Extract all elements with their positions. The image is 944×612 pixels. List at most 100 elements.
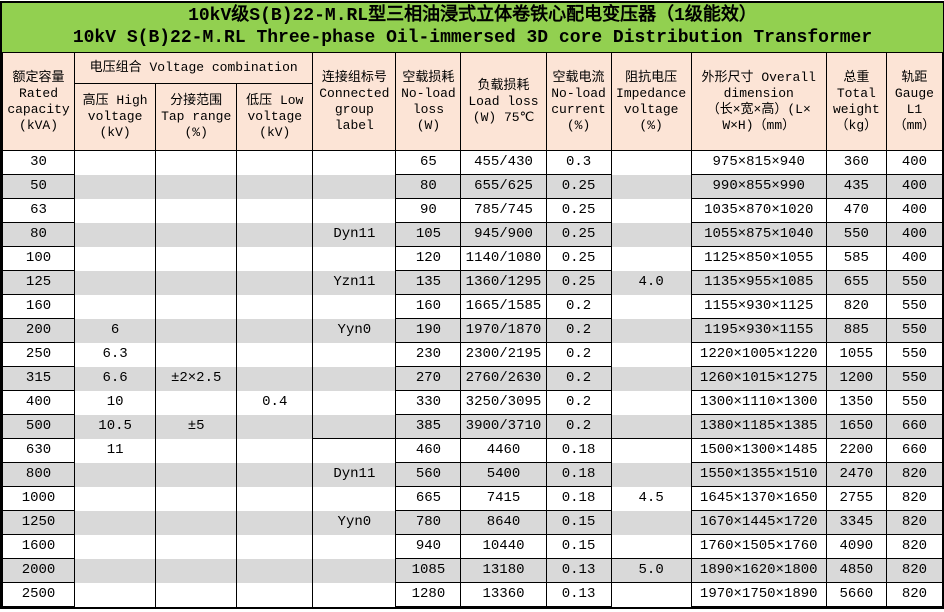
group-label-cell: [312, 582, 397, 607]
high-voltage-cell: [74, 198, 157, 223]
group-label-cell: [312, 534, 397, 559]
high-voltage-cell: 6.3: [74, 342, 157, 367]
tap-range-cell: [155, 534, 238, 559]
gauge-cell: 820: [885, 534, 944, 559]
gauge-cell: 400: [885, 150, 944, 175]
header-group-label: 连接组标号 Connected group label: [312, 52, 397, 151]
dimension-cell: 990×855×990: [690, 174, 827, 199]
tap-range-cell: [155, 390, 238, 415]
high-voltage-cell: [74, 582, 157, 607]
header-rated-capacity: 额定容量 Rated capacity (kVA): [1, 52, 76, 151]
tap-range-cell: [155, 510, 238, 535]
low-voltage-cell: [236, 510, 314, 535]
load-loss-cell: 3250/3095: [460, 390, 547, 415]
high-voltage-cell: [74, 222, 157, 247]
tap-range-cell: [155, 294, 238, 319]
dimension-cell: 1500×1300×1485: [690, 438, 827, 463]
total-weight-cell: 470: [825, 198, 887, 223]
total-weight-cell: 1055: [825, 342, 887, 367]
low-voltage-cell: [236, 198, 314, 223]
group-label-cell: Yzn11: [312, 270, 397, 295]
no-load-current-cell: 0.25: [545, 174, 612, 199]
gauge-cell: 820: [885, 582, 944, 607]
dimension-cell: 975×815×940: [690, 150, 827, 175]
no-load-loss-cell: 1085: [395, 558, 462, 583]
load-loss-cell: 7415: [460, 486, 547, 511]
table-row: 50 80 655/625 0.25 990×855×990 435 400: [1, 174, 944, 199]
no-load-loss-cell: 65: [395, 150, 462, 175]
capacity-cell: 800: [1, 462, 76, 487]
header-gauge: 轨距 Gauge L1 （mm）: [885, 52, 944, 151]
no-load-loss-cell: 780: [395, 510, 462, 535]
no-load-current-cell: 0.25: [545, 246, 612, 271]
load-loss-cell: 1360/1295: [460, 270, 547, 295]
tap-range-cell: [155, 558, 238, 583]
load-loss-cell: 655/625: [460, 174, 547, 199]
low-voltage-cell: [236, 318, 314, 343]
gauge-cell: 660: [885, 414, 944, 439]
header-no-load-loss: 空载损耗 No-load loss (W): [395, 52, 462, 151]
no-load-loss-cell: 560: [395, 462, 462, 487]
dimension-cell: 1035×870×1020: [690, 198, 827, 223]
dimension-cell: 1195×930×1155: [690, 318, 827, 343]
impedance-voltage-cell: [610, 438, 692, 463]
no-load-current-cell: 0.15: [545, 510, 612, 535]
tap-range-cell: [155, 582, 238, 607]
load-loss-cell: 10440: [460, 534, 547, 559]
impedance-voltage-cell: [610, 582, 692, 607]
no-load-loss-cell: 120: [395, 246, 462, 271]
high-voltage-cell: [74, 510, 157, 535]
table-row: 100 120 1140/1080 0.25 1125×850×1055 585 400: [1, 246, 944, 271]
low-voltage-cell: [236, 174, 314, 199]
group-label-cell: [312, 246, 397, 271]
total-weight-cell: 4090: [825, 534, 887, 559]
gauge-cell: 400: [885, 222, 944, 247]
table-row: 80 Dyn11 105 945/900 0.25 1055×875×1040 550 400: [1, 222, 944, 247]
table-row: 500 10.5 ±5 385 3900/3710 0.2 1380×1185×1385 16…: [1, 414, 944, 439]
group-label-cell: Yyn0: [312, 318, 397, 343]
capacity-cell: 630: [1, 438, 76, 463]
table-row: 63 90 785/745 0.25 1035×870×1020 470 400: [1, 198, 944, 223]
tap-range-cell: [155, 462, 238, 487]
table-row: 1250 Yyn0 780 8640 0.15 1670×1445×1720 3345 820: [1, 510, 944, 535]
no-load-loss-cell: 80: [395, 174, 462, 199]
no-load-loss-cell: 460: [395, 438, 462, 463]
impedance-voltage-cell: [610, 510, 692, 535]
group-label-cell: [312, 414, 397, 439]
capacity-cell: 1600: [1, 534, 76, 559]
impedance-voltage-cell: [610, 414, 692, 439]
title-english: 10kV S(B)22-M.RL Three-phase Oil-immerse…: [72, 28, 873, 48]
no-load-current-cell: 0.2: [545, 366, 612, 391]
total-weight-cell: 655: [825, 270, 887, 295]
group-label-cell: Yyn0: [312, 510, 397, 535]
load-loss-cell: 785/745: [460, 198, 547, 223]
total-weight-cell: 4850: [825, 558, 887, 583]
gauge-cell: 550: [885, 390, 944, 415]
group-label-cell: [312, 294, 397, 319]
no-load-loss-cell: 190: [395, 318, 462, 343]
total-weight-cell: 1650: [825, 414, 887, 439]
high-voltage-cell: [74, 246, 157, 271]
impedance-voltage-cell: [610, 174, 692, 199]
table-row: 1000 665 7415 0.18 4.5 1645×1370×1650 2755 820: [1, 486, 944, 511]
load-loss-cell: 945/900: [460, 222, 547, 247]
spec-table: 额定容量 Rated capacity (kVA) 电压组合 Voltage c…: [1, 52, 944, 607]
no-load-current-cell: 0.18: [545, 462, 612, 487]
no-load-loss-cell: 1280: [395, 582, 462, 607]
load-loss-cell: 13180: [460, 558, 547, 583]
dimension-cell: 1155×930×1125: [690, 294, 827, 319]
low-voltage-cell: [236, 534, 314, 559]
dimension-cell: 1300×1110×1300: [690, 390, 827, 415]
low-voltage-cell: [236, 582, 314, 607]
low-voltage-cell: [236, 462, 314, 487]
tap-range-cell: ±5: [155, 414, 238, 439]
no-load-loss-cell: 90: [395, 198, 462, 223]
capacity-cell: 2000: [1, 558, 76, 583]
group-label-cell: [312, 174, 397, 199]
load-loss-cell: 8640: [460, 510, 547, 535]
impedance-voltage-cell: 4.5: [610, 486, 692, 511]
dimension-cell: 1125×850×1055: [690, 246, 827, 271]
group-label-cell: [312, 342, 397, 367]
table-row: 2000 1085 13180 0.13 5.0 1890×1620×1800 4850 82…: [1, 558, 944, 583]
load-loss-cell: 3900/3710: [460, 414, 547, 439]
